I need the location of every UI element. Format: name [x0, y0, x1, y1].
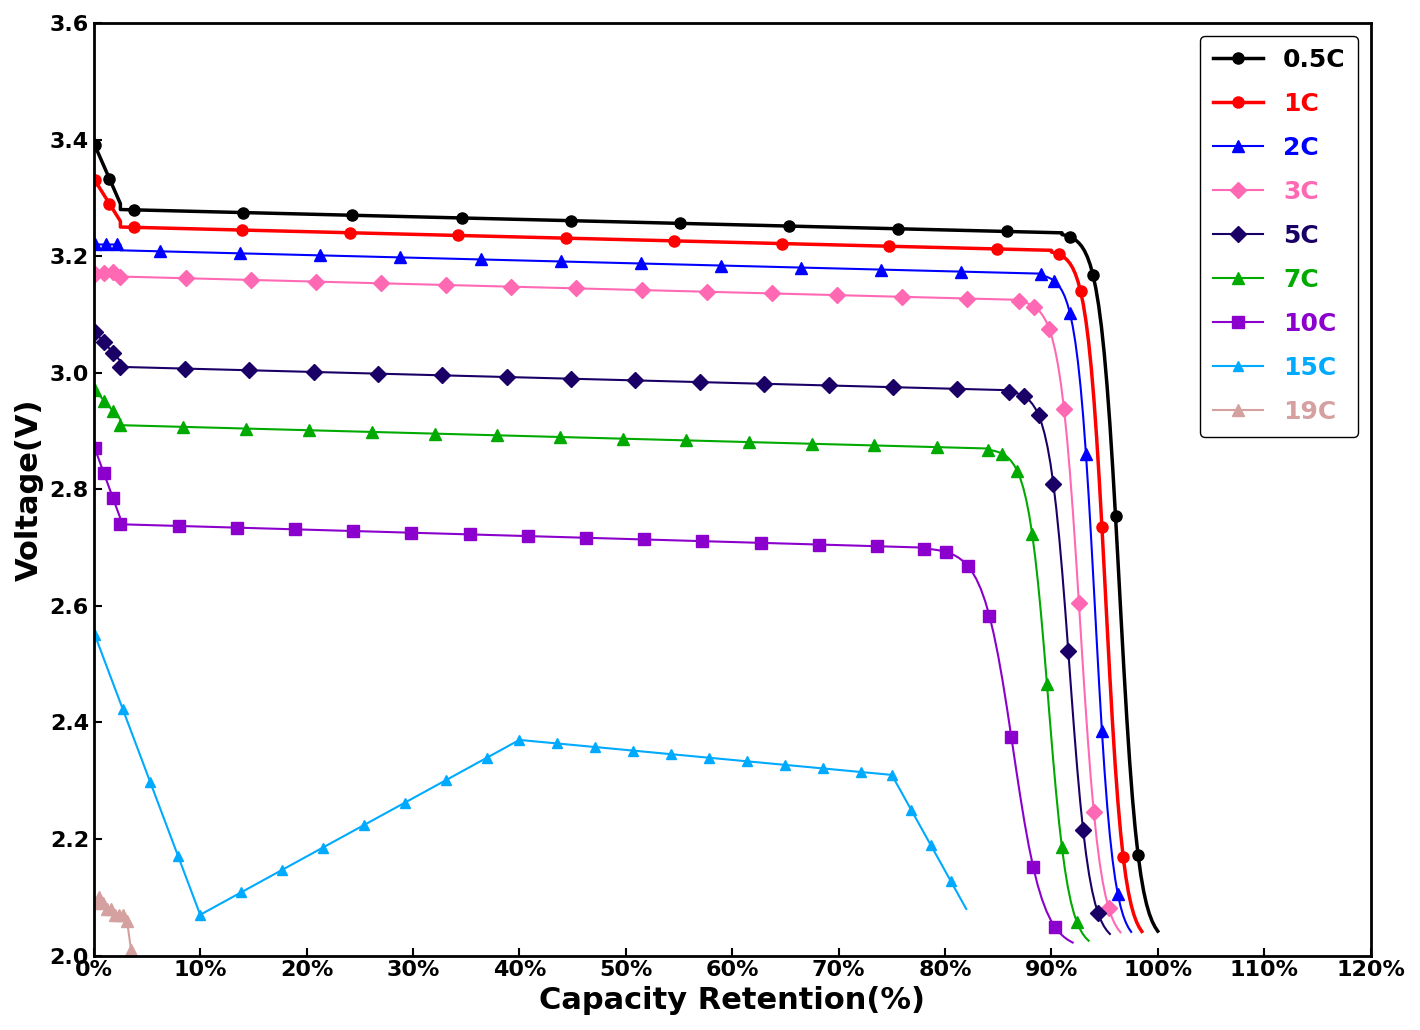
2C: [792, 262, 809, 274]
1C: [87, 174, 104, 186]
5C: [1102, 928, 1119, 940]
2C: [1123, 926, 1140, 938]
0.5C: [87, 139, 104, 151]
1C: [247, 225, 264, 237]
Line: 0.5C: 0.5C: [89, 140, 1163, 936]
3C: [998, 294, 1015, 306]
5C: [1027, 403, 1044, 415]
15C: [572, 740, 589, 752]
3C: [1103, 911, 1120, 923]
Line: 5C: 5C: [89, 327, 1116, 939]
15C: [784, 759, 801, 771]
19C: [122, 943, 139, 956]
Line: 10C: 10C: [89, 443, 1078, 948]
7C: [1068, 916, 1085, 928]
1C: [1066, 268, 1083, 280]
Line: 3C: 3C: [89, 265, 1126, 938]
19C: [94, 897, 111, 909]
3C: [87, 268, 104, 280]
19C: [102, 902, 119, 915]
15C: [486, 747, 503, 759]
3C: [256, 274, 273, 286]
19C: [118, 915, 135, 927]
2C: [338, 250, 355, 263]
15C: [322, 836, 339, 849]
7C: [753, 437, 770, 449]
5C: [768, 378, 785, 390]
15C: [957, 902, 974, 915]
1C: [1133, 925, 1150, 937]
0.5C: [248, 207, 266, 219]
Legend: 0.5C, 1C, 2C, 3C, 5C, 7C, 10C, 15C, 19C: 0.5C, 1C, 2C, 3C, 5C, 7C, 10C, 15C, 19C: [1200, 35, 1358, 437]
10C: [229, 521, 246, 534]
2C: [87, 238, 104, 250]
15C: [831, 763, 848, 776]
1C: [799, 238, 816, 250]
0.5C: [1027, 226, 1044, 238]
2C: [1005, 267, 1022, 279]
Line: 19C: 19C: [89, 892, 136, 955]
X-axis label: Capacity Retention(%): Capacity Retention(%): [540, 986, 926, 1015]
7C: [954, 442, 971, 454]
1C: [1015, 243, 1032, 255]
7C: [1081, 934, 1098, 947]
7C: [87, 384, 104, 397]
10C: [87, 442, 104, 454]
3C: [1041, 322, 1058, 335]
Y-axis label: Voltage(V): Voltage(V): [16, 398, 44, 581]
7C: [237, 422, 254, 435]
Line: 1C: 1C: [89, 175, 1147, 937]
Line: 2C: 2C: [89, 239, 1137, 937]
5C: [331, 367, 348, 379]
Line: 15C: 15C: [89, 630, 971, 920]
15C: [709, 752, 726, 764]
10C: [1064, 936, 1081, 949]
5C: [1089, 906, 1106, 919]
3C: [346, 276, 364, 288]
10C: [706, 536, 723, 548]
15C: [192, 908, 209, 921]
2C: [1056, 290, 1074, 303]
19C: [91, 891, 108, 903]
Line: 7C: 7C: [89, 384, 1095, 947]
10C: [310, 524, 327, 537]
5C: [974, 383, 991, 396]
0.5C: [1149, 925, 1166, 937]
19C: [111, 908, 128, 921]
1C: [1123, 899, 1140, 912]
0.5C: [808, 220, 825, 233]
2C: [246, 247, 263, 260]
7C: [1005, 459, 1022, 472]
0.5C: [1137, 898, 1154, 911]
5C: [240, 364, 257, 376]
19C: [87, 897, 104, 909]
3C: [790, 288, 807, 301]
7C: [325, 424, 342, 437]
0.5C: [344, 209, 361, 221]
0.5C: [1079, 250, 1096, 263]
19C: [115, 908, 132, 921]
19C: [98, 902, 115, 915]
10C: [1047, 921, 1064, 933]
10C: [892, 541, 909, 553]
3C: [1112, 926, 1129, 938]
19C: [106, 908, 124, 921]
5C: [87, 325, 104, 338]
15C: [87, 629, 104, 642]
10C: [954, 555, 971, 568]
1C: [341, 227, 358, 239]
2C: [1112, 900, 1129, 913]
3C: [112, 265, 129, 277]
